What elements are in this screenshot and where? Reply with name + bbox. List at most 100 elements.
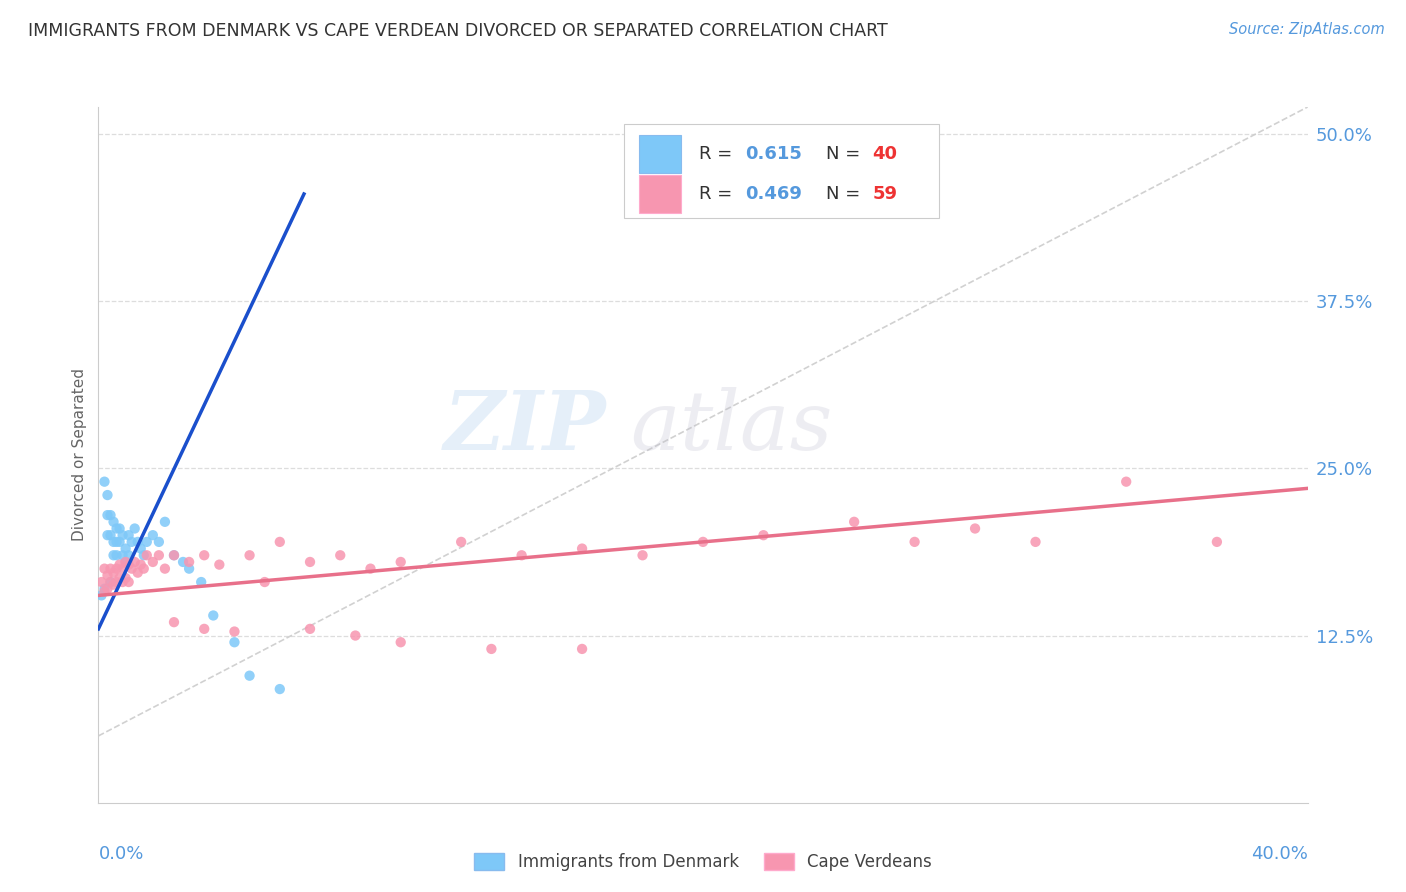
Point bbox=[631, 548, 654, 563]
Text: 0.0%: 0.0% bbox=[98, 845, 143, 863]
Text: N =: N = bbox=[827, 185, 866, 203]
Point bbox=[114, 555, 136, 569]
Text: R =: R = bbox=[699, 145, 738, 162]
Point bbox=[571, 642, 593, 657]
Point bbox=[103, 566, 125, 580]
Point bbox=[111, 528, 134, 542]
Point bbox=[111, 548, 134, 563]
Point bbox=[224, 624, 246, 639]
Point bbox=[179, 555, 201, 569]
Point bbox=[111, 575, 134, 590]
Point bbox=[114, 571, 136, 585]
Point bbox=[118, 558, 141, 572]
Point bbox=[1115, 475, 1137, 489]
FancyBboxPatch shape bbox=[638, 135, 682, 173]
Point bbox=[269, 681, 291, 696]
Text: atlas: atlas bbox=[630, 387, 832, 467]
Point bbox=[103, 548, 125, 563]
Point bbox=[135, 535, 157, 549]
FancyBboxPatch shape bbox=[624, 124, 939, 219]
Point bbox=[1024, 535, 1046, 549]
Point bbox=[692, 535, 714, 549]
Point bbox=[1206, 535, 1229, 549]
Point bbox=[208, 558, 231, 572]
Point bbox=[299, 622, 322, 636]
Point bbox=[253, 575, 276, 590]
Point bbox=[129, 541, 152, 556]
Point bbox=[148, 535, 170, 549]
Point bbox=[132, 562, 155, 576]
Point bbox=[239, 548, 262, 563]
Point bbox=[114, 555, 136, 569]
Point bbox=[329, 548, 352, 563]
Text: 0.615: 0.615 bbox=[745, 145, 803, 162]
Point bbox=[224, 635, 246, 649]
Point bbox=[360, 562, 382, 576]
Point bbox=[90, 575, 112, 590]
Point bbox=[105, 548, 128, 563]
Point bbox=[202, 608, 225, 623]
Point bbox=[108, 571, 131, 585]
Point bbox=[450, 535, 472, 549]
Point bbox=[96, 568, 118, 582]
Point bbox=[93, 582, 115, 596]
Point bbox=[163, 548, 186, 563]
Point bbox=[179, 562, 201, 576]
Point bbox=[105, 562, 128, 576]
Point bbox=[148, 548, 170, 563]
Point bbox=[103, 515, 125, 529]
Point bbox=[103, 578, 125, 592]
Point bbox=[103, 535, 125, 549]
Point bbox=[100, 575, 122, 590]
Point bbox=[105, 521, 128, 535]
Point bbox=[481, 642, 503, 657]
Point bbox=[129, 558, 152, 572]
Point bbox=[142, 528, 165, 542]
Point bbox=[132, 548, 155, 563]
FancyBboxPatch shape bbox=[638, 175, 682, 213]
Point bbox=[153, 562, 176, 576]
Point bbox=[118, 528, 141, 542]
Point bbox=[153, 515, 176, 529]
Point bbox=[344, 628, 367, 642]
Point bbox=[121, 562, 143, 576]
Point bbox=[269, 535, 291, 549]
Point bbox=[121, 535, 143, 549]
Point bbox=[193, 548, 215, 563]
Point bbox=[105, 535, 128, 549]
Point bbox=[193, 622, 215, 636]
Point bbox=[118, 575, 141, 590]
Point bbox=[127, 535, 149, 549]
Text: 0.469: 0.469 bbox=[745, 185, 803, 203]
Point bbox=[510, 548, 533, 563]
Point bbox=[571, 541, 593, 556]
Point bbox=[190, 575, 212, 590]
Point bbox=[96, 582, 118, 596]
Point bbox=[93, 562, 115, 576]
Point bbox=[299, 555, 322, 569]
Point bbox=[100, 528, 122, 542]
Point bbox=[96, 508, 118, 523]
Point bbox=[118, 548, 141, 563]
Point bbox=[100, 562, 122, 576]
Point bbox=[172, 555, 194, 569]
Y-axis label: Divorced or Separated: Divorced or Separated bbox=[72, 368, 87, 541]
Text: Source: ZipAtlas.com: Source: ZipAtlas.com bbox=[1229, 22, 1385, 37]
Point bbox=[100, 508, 122, 523]
Point bbox=[108, 558, 131, 572]
Point bbox=[163, 615, 186, 630]
Point bbox=[96, 528, 118, 542]
Text: IMMIGRANTS FROM DENMARK VS CAPE VERDEAN DIVORCED OR SEPARATED CORRELATION CHART: IMMIGRANTS FROM DENMARK VS CAPE VERDEAN … bbox=[28, 22, 887, 40]
Point bbox=[389, 635, 412, 649]
Point bbox=[135, 548, 157, 563]
Point bbox=[105, 575, 128, 590]
Point bbox=[114, 541, 136, 556]
Point bbox=[90, 589, 112, 603]
Point bbox=[844, 515, 866, 529]
Point bbox=[111, 562, 134, 576]
Text: 59: 59 bbox=[872, 185, 897, 203]
Point bbox=[96, 488, 118, 502]
Point bbox=[965, 521, 987, 535]
Point bbox=[239, 669, 262, 683]
Point bbox=[108, 535, 131, 549]
